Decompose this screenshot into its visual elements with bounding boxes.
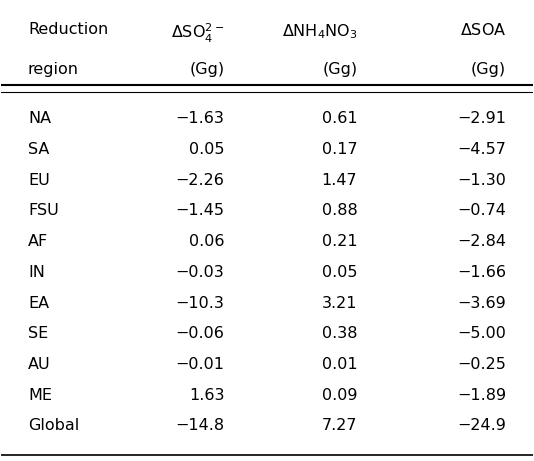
Text: SE: SE [28,326,48,341]
Text: (Gg): (Gg) [190,62,224,77]
Text: IN: IN [28,265,45,280]
Text: −5.00: −5.00 [457,326,506,341]
Text: $\Delta\mathrm{SO}_4^{2-}$: $\Delta\mathrm{SO}_4^{2-}$ [171,22,224,45]
Text: $\Delta\mathrm{SOA}$: $\Delta\mathrm{SOA}$ [460,22,506,38]
Text: Global: Global [28,419,79,433]
Text: 0.01: 0.01 [321,357,357,372]
Text: AU: AU [28,357,51,372]
Text: −0.74: −0.74 [457,203,506,219]
Text: −1.66: −1.66 [457,265,506,280]
Text: NA: NA [28,112,51,126]
Text: −4.57: −4.57 [457,142,506,157]
Text: 0.21: 0.21 [321,234,357,249]
Text: −10.3: −10.3 [176,296,224,311]
Text: 1.63: 1.63 [189,388,224,402]
Text: EU: EU [28,173,50,188]
Text: EA: EA [28,296,49,311]
Text: −0.25: −0.25 [457,357,506,372]
Text: −14.8: −14.8 [175,419,224,433]
Text: 0.88: 0.88 [321,203,357,219]
Text: (Gg): (Gg) [322,62,357,77]
Text: region: region [28,62,79,77]
Text: 0.61: 0.61 [321,112,357,126]
Text: ME: ME [28,388,52,402]
Text: 0.38: 0.38 [322,326,357,341]
Text: 0.17: 0.17 [321,142,357,157]
Text: 1.47: 1.47 [321,173,357,188]
Text: 0.05: 0.05 [189,142,224,157]
Text: 3.21: 3.21 [322,296,357,311]
Text: Reduction: Reduction [28,22,108,37]
Text: FSU: FSU [28,203,59,219]
Text: 7.27: 7.27 [322,419,357,433]
Text: −0.06: −0.06 [176,326,224,341]
Text: −1.45: −1.45 [176,203,224,219]
Text: −24.9: −24.9 [457,419,506,433]
Text: −0.01: −0.01 [176,357,224,372]
Text: (Gg): (Gg) [471,62,506,77]
Text: −3.69: −3.69 [457,296,506,311]
Text: 0.06: 0.06 [189,234,224,249]
Text: 0.09: 0.09 [322,388,357,402]
Text: −0.03: −0.03 [176,265,224,280]
Text: −2.84: −2.84 [457,234,506,249]
Text: −1.89: −1.89 [457,388,506,402]
Text: $\Delta\mathrm{NH_4NO_3}$: $\Delta\mathrm{NH_4NO_3}$ [282,22,357,41]
Text: −1.30: −1.30 [457,173,506,188]
Text: AF: AF [28,234,48,249]
Text: 0.05: 0.05 [322,265,357,280]
Text: −1.63: −1.63 [176,112,224,126]
Text: SA: SA [28,142,49,157]
Text: −2.26: −2.26 [176,173,224,188]
Text: −2.91: −2.91 [457,112,506,126]
